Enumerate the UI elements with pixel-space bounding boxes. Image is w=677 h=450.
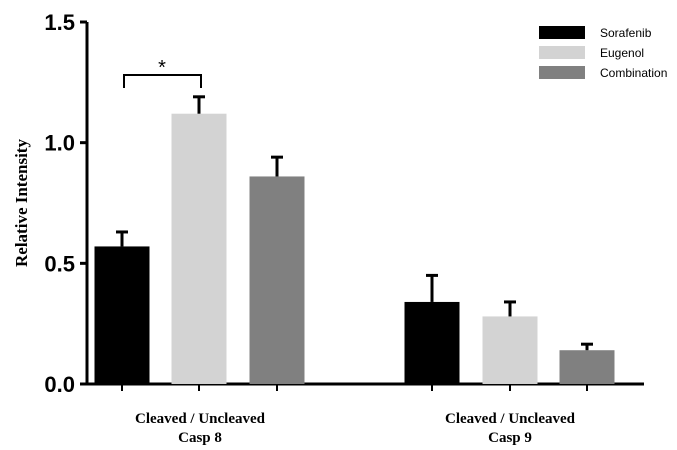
legend-swatch-eugenol: [539, 46, 585, 59]
legend-label-eugenol: Eugenol: [600, 46, 644, 60]
legend-swatch-combination: [539, 66, 585, 79]
y-ticks: 0.0 0.5 1.0 1.5: [44, 10, 87, 397]
bar-combination-1: [249, 176, 305, 384]
bar-sorafenib-2: [404, 301, 460, 384]
legend-swatch-sorafenib: [539, 26, 585, 39]
y-tick-label: 0.0: [44, 372, 75, 397]
category-label-casp9-line2: Casp 9: [488, 430, 532, 446]
y-axis-label: Relative Intensity: [12, 139, 31, 267]
significance-star: *: [158, 57, 166, 79]
y-tick-label: 1.5: [44, 10, 75, 35]
category-label-casp8: Cleaved / Uncleaved Casp 8: [135, 411, 266, 446]
bar-combination-2: [559, 350, 615, 384]
category-label-casp8-line2: Casp 8: [178, 430, 222, 446]
significance-bracket-line: [123, 74, 202, 88]
bars: [94, 113, 615, 384]
bar-eugenol-2: [482, 316, 538, 384]
legend-label-sorafenib: Sorafenib: [600, 26, 652, 40]
y-axis: 0.0 0.5 1.0 1.5: [44, 10, 89, 397]
category-label-casp9-line1: Cleaved / Uncleaved: [445, 411, 576, 427]
category-label-casp8-line1: Cleaved / Uncleaved: [135, 411, 266, 427]
legend: Sorafenib Eugenol Combination: [539, 26, 667, 80]
significance-bracket: *: [123, 57, 202, 88]
category-label-casp9: Cleaved / Uncleaved Casp 9: [445, 411, 576, 446]
error-bars: [116, 95, 593, 351]
legend-label-combination: Combination: [600, 66, 667, 80]
x-ticks: [121, 384, 588, 391]
y-tick-label: 0.5: [44, 251, 75, 276]
y-tick-label: 1.0: [44, 131, 75, 156]
bar-eugenol-1: [171, 113, 227, 384]
bar-sorafenib-1: [94, 246, 150, 384]
